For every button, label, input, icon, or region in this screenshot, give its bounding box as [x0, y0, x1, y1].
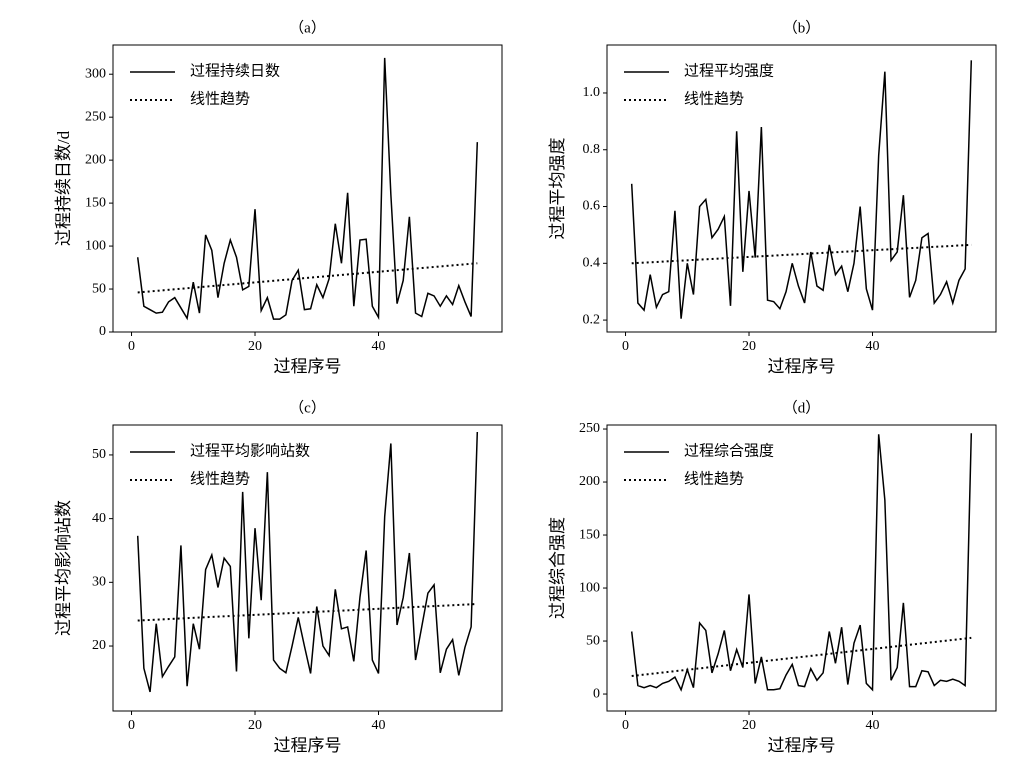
plot-frame: [112, 44, 503, 333]
y-tick-label: 1.0: [583, 85, 601, 100]
x-tick-label: 40: [866, 718, 880, 733]
x-axis-label: 过程序号: [768, 736, 836, 755]
y-tick-label: 150: [85, 195, 106, 210]
x-axis-label: 过程序号: [768, 357, 836, 376]
data-line: [631, 636, 972, 678]
y-tick-label: 0.4: [583, 256, 601, 271]
y-tick-label: 300: [85, 66, 106, 81]
y-tick-label: 20: [92, 638, 106, 653]
panel-title: （b）: [783, 19, 821, 36]
plot-frame: [606, 44, 997, 333]
y-axis-label: 过程平均强度: [548, 138, 567, 240]
data-line: [630, 433, 973, 692]
legend-label: 线性趋势: [190, 90, 250, 107]
data-line: [137, 262, 478, 294]
panel-title: （a）: [289, 19, 326, 36]
y-tick-label: 100: [85, 238, 106, 253]
y-tick-label: 0.2: [583, 312, 601, 327]
y-tick-label: 150: [579, 527, 600, 542]
panel-title: （c）: [289, 399, 326, 416]
y-tick-label: 30: [92, 575, 106, 590]
y-tick-label: 0: [99, 324, 106, 339]
legend-label: 线性趋势: [684, 470, 744, 487]
x-axis-label: 过程序号: [274, 736, 342, 755]
x-tick-label: 0: [128, 718, 135, 733]
y-axis-label: 过程持续日数/d: [54, 130, 73, 246]
y-tick-label: 200: [579, 474, 600, 489]
y-tick-label: 50: [92, 281, 106, 296]
y-tick-label: 50: [92, 447, 106, 462]
panel-title: （d）: [783, 399, 821, 416]
y-tick-label: 50: [586, 633, 600, 648]
data-line: [136, 57, 479, 321]
y-tick-label: 0.8: [583, 142, 601, 157]
x-tick-label: 0: [128, 339, 135, 354]
y-axis-label: 过程平均影响站数: [54, 500, 73, 636]
x-tick-label: 20: [742, 339, 756, 354]
y-tick-label: 100: [579, 580, 600, 595]
x-tick-label: 0: [622, 718, 629, 733]
y-tick-label: 0.6: [583, 199, 601, 214]
data-line: [631, 243, 972, 265]
legend-label: 过程综合强度: [684, 442, 774, 459]
y-tick-label: 0: [593, 686, 600, 701]
y-axis-label: 过程综合强度: [548, 517, 567, 619]
legend-label: 过程平均影响站数: [190, 442, 310, 459]
y-tick-label: 250: [579, 421, 600, 436]
x-tick-label: 40: [866, 339, 880, 354]
y-tick-label: 40: [92, 511, 106, 526]
x-tick-label: 0: [622, 339, 629, 354]
x-tick-label: 40: [372, 339, 386, 354]
y-tick-label: 200: [85, 152, 106, 167]
x-axis-label: 过程序号: [274, 357, 342, 376]
plot-frame: [112, 424, 503, 712]
x-tick-label: 20: [248, 718, 262, 733]
plot-frame: [606, 424, 997, 712]
legend-label: 线性趋势: [684, 90, 744, 107]
x-tick-label: 20: [248, 339, 262, 354]
x-tick-label: 40: [372, 718, 386, 733]
data-line: [137, 602, 478, 622]
y-tick-label: 250: [85, 109, 106, 124]
data-line: [136, 431, 479, 693]
legend-label: 过程持续日数: [190, 62, 280, 79]
x-tick-label: 20: [742, 718, 756, 733]
data-line: [630, 60, 973, 319]
legend-label: 过程平均强度: [684, 62, 774, 79]
legend-label: 线性趋势: [190, 470, 250, 487]
